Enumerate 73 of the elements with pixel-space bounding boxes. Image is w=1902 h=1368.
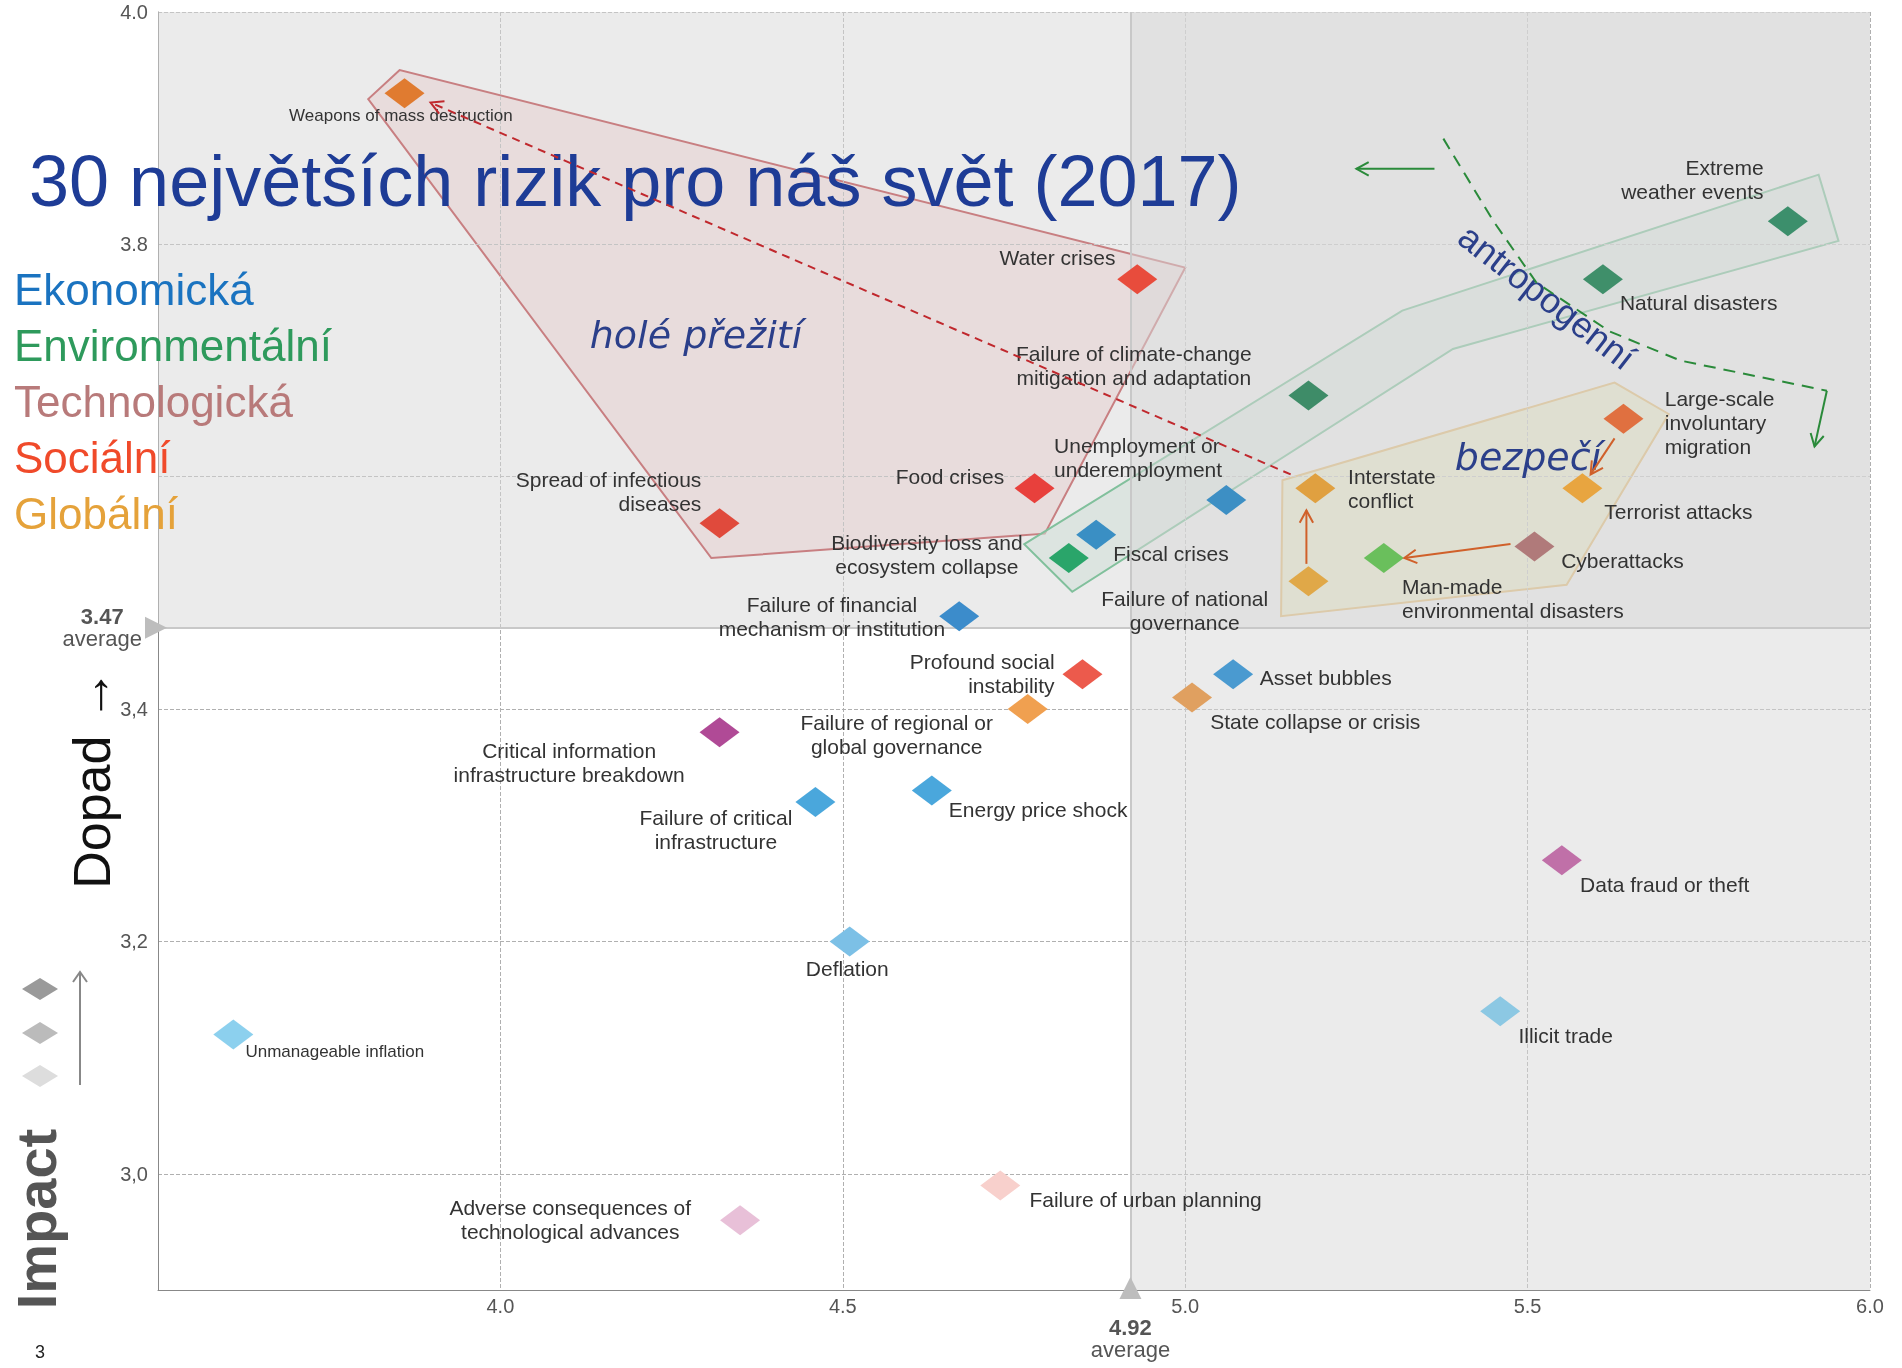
x-tick-label: 5.5	[1513, 1295, 1542, 1317]
annotation: Failure of regional or global governance	[800, 711, 993, 759]
point	[1514, 531, 1555, 562]
annotation: Energy price shock	[948, 798, 1128, 822]
point	[1295, 473, 1336, 504]
point	[911, 775, 952, 806]
point	[1363, 543, 1404, 574]
annotation: Asset bubbles	[1259, 666, 1392, 690]
point	[829, 926, 870, 957]
annotation: holé přežití	[589, 313, 808, 357]
point	[1048, 543, 1089, 574]
annotation: Food crises	[895, 464, 1005, 488]
point	[1206, 484, 1247, 515]
y-tick-label: 3.8	[120, 233, 148, 256]
annotation: Critical information infrastructure breakdown	[453, 739, 685, 787]
annotation: State collapse or crisis	[1210, 710, 1421, 734]
point	[384, 78, 425, 109]
annotation: Failure of urban planning	[1029, 1188, 1262, 1212]
annotation: Interstate conflict	[1348, 464, 1436, 512]
text: Environmentální	[14, 320, 333, 370]
point	[1288, 566, 1329, 597]
annotation: Failure of critical infrastructure	[639, 806, 793, 854]
annotation: bezpečí	[1454, 435, 1607, 479]
annotation: Man-made environmental disasters	[1401, 574, 1624, 622]
point	[1288, 380, 1329, 411]
annotation: Terrorist attacks	[1604, 499, 1753, 523]
annotation: Unmanageable inflation	[245, 1041, 425, 1061]
annotation: Failure of climate-change mitigation and adaptation	[1015, 341, 1252, 389]
annotation: Deflation	[805, 956, 889, 980]
point	[1172, 682, 1213, 713]
y-tick-label: 3,4	[120, 698, 148, 721]
point	[1603, 403, 1644, 434]
annotation: Profound social instability	[909, 649, 1056, 697]
y-tick-label: 3,2	[120, 930, 148, 953]
annotation: Failure of financial mechanism or institution	[718, 592, 946, 640]
annotation: Extreme weather events	[1620, 156, 1764, 204]
text: 30 největších rizik pro náš svět (2017)	[29, 141, 1242, 221]
text: Globální	[14, 488, 179, 538]
annotation: Illicit trade	[1518, 1023, 1613, 1047]
point	[1213, 659, 1254, 690]
annotation: Failure of national governance	[1101, 586, 1269, 634]
text: Sociální	[14, 432, 172, 482]
text: 3	[34, 1342, 46, 1362]
point	[699, 508, 740, 539]
annotation: Adverse consequences of technological advances	[449, 1195, 692, 1243]
text: Ekonomická	[14, 264, 255, 314]
text: Impact	[4, 1128, 68, 1310]
point	[1480, 996, 1521, 1027]
ref-line-label: 3.47 average	[62, 604, 143, 652]
point	[1767, 206, 1808, 237]
point	[795, 787, 836, 818]
point	[980, 1170, 1021, 1201]
y-axis-title: Dopad →	[63, 669, 121, 889]
point	[1541, 845, 1582, 876]
point	[1076, 519, 1117, 550]
point	[1117, 264, 1158, 295]
point	[1062, 659, 1103, 690]
point	[1014, 473, 1055, 504]
point	[720, 1205, 761, 1236]
x-tick-label: 6.0	[1856, 1295, 1884, 1317]
y-tick-label: 4.0	[120, 1, 148, 23]
ref-line-label: 4.92 average	[1090, 1314, 1171, 1362]
annotation: Data fraud or theft	[1580, 872, 1750, 896]
annotation: Fiscal crises	[1113, 541, 1229, 565]
annotation: Water crises	[999, 245, 1116, 269]
x-tick-label: 5.0	[1171, 1295, 1200, 1317]
annotation: Cyberattacks	[1561, 549, 1684, 573]
x-tick-label: 4.0	[486, 1295, 515, 1317]
annotation: Large-scale involuntary migration	[1664, 386, 1775, 458]
point	[699, 717, 740, 748]
annotation: Weapons of mass destruction	[289, 105, 513, 125]
y-tick-label: 3,0	[120, 1162, 148, 1185]
x-tick-label: 4.5	[828, 1295, 857, 1317]
